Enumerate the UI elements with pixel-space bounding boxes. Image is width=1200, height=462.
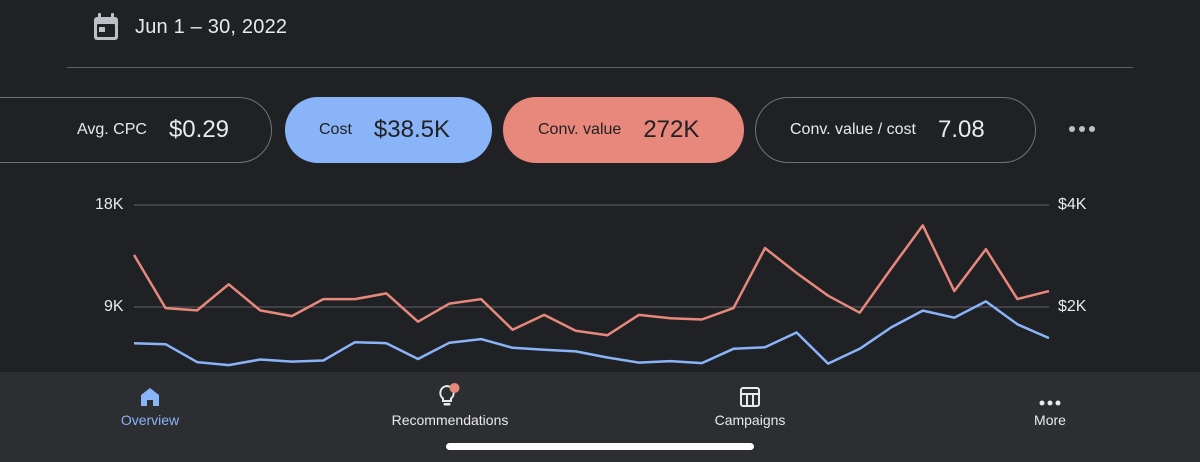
- nav-overview[interactable]: Overview: [50, 380, 250, 428]
- right-axis-tick-mid: $2K: [1058, 298, 1087, 315]
- cost-series-line: [133, 300, 1050, 367]
- chart-canvas: [132, 204, 1050, 367]
- more-horiz-icon: [1039, 400, 1061, 406]
- left-axis-tick-top: 18K: [95, 196, 124, 213]
- home-icon: [141, 388, 159, 406]
- conv-value-chip[interactable]: Conv. value 272K: [503, 97, 744, 163]
- date-range-label: Jun 1 – 30, 2022: [135, 15, 288, 38]
- more-horiz-icon[interactable]: [1068, 119, 1096, 139]
- nav-more[interactable]: More: [950, 380, 1150, 428]
- conv_value-series-line: [132, 224, 1050, 337]
- header-divider: [67, 67, 1133, 68]
- nav-more-label: More: [1034, 412, 1066, 428]
- home-indicator[interactable]: [446, 443, 754, 450]
- nav-recommendations[interactable]: Recommendations: [350, 380, 550, 428]
- table-icon: [740, 387, 760, 407]
- avg-cpc-value: $0.29: [168, 116, 230, 143]
- conv-value-cost-label: Conv. value / cost: [790, 121, 916, 138]
- nav-campaigns[interactable]: Campaigns: [650, 380, 850, 428]
- right-axis-tick-top: $4K: [1058, 196, 1087, 213]
- nav-recommendations-label: Recommendations: [391, 412, 509, 428]
- date-range-selector[interactable]: Jun 1 – 30, 2022: [93, 12, 287, 42]
- calendar-icon: [94, 13, 118, 40]
- conv-value-cost-value: 7.08: [937, 116, 985, 143]
- cost-chip[interactable]: Cost $38.5K: [285, 97, 492, 163]
- left-axis-tick-mid: 9K: [104, 298, 124, 315]
- conv-value-cost-chip[interactable]: Conv. value / cost 7.08: [755, 97, 1036, 163]
- lightbulb-icon: [439, 383, 460, 406]
- avg-cpc-chip[interactable]: Avg. CPC $0.29: [0, 97, 272, 163]
- nav-overview-label: Overview: [120, 412, 180, 428]
- conv-value-value: 272K: [643, 116, 700, 143]
- nav-campaigns-label: Campaigns: [714, 412, 786, 428]
- conv-value-label: Conv. value: [538, 121, 622, 138]
- cost-value: $38.5K: [373, 116, 450, 143]
- performance-chart: 18K 9K $4K $2K: [0, 190, 1200, 372]
- metric-chips: Avg. CPC $0.29 Cost $38.5K Conv. value 2…: [0, 97, 1200, 165]
- cost-label: Cost: [319, 121, 352, 138]
- avg-cpc-label: Avg. CPC: [77, 121, 147, 138]
- notification-badge: [449, 383, 460, 393]
